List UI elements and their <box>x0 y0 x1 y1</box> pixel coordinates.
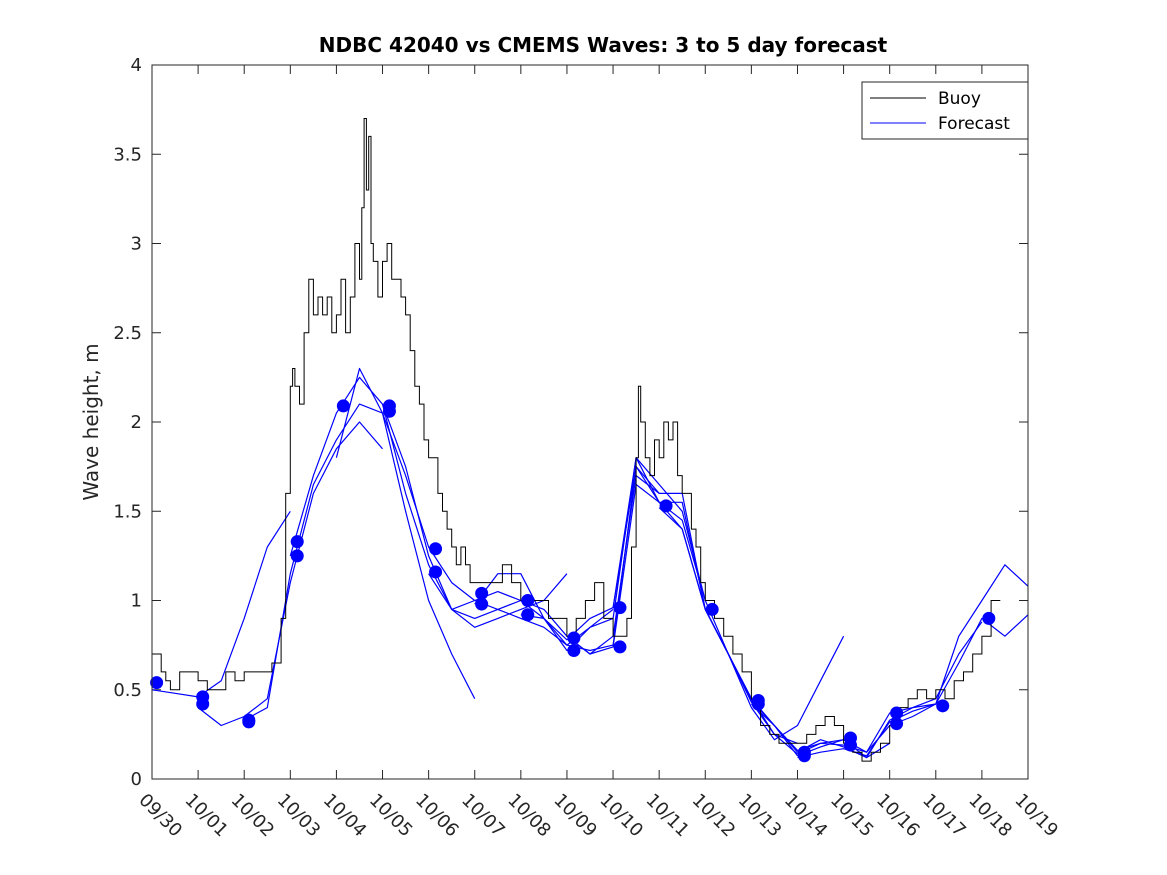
forecast-line <box>197 421 383 727</box>
y-tick-label: 3 <box>131 234 142 255</box>
forecast-markers <box>150 399 996 763</box>
forecast-line <box>151 510 291 698</box>
y-axis-label: Wave height, m <box>79 343 103 500</box>
forecast-marker <box>475 586 489 600</box>
y-tick-label: 1.5 <box>113 501 142 522</box>
legend: Buoy Forecast <box>861 81 1029 140</box>
forecast-marker <box>751 697 765 711</box>
y-tick-label: 0.5 <box>113 680 142 701</box>
forecast-marker <box>982 611 996 625</box>
forecast-marker <box>613 640 627 654</box>
forecast-marker <box>521 594 535 607</box>
forecast-marker <box>429 565 443 579</box>
series-layer <box>151 118 1029 762</box>
forecast-marker <box>336 399 350 413</box>
forecast-line <box>797 564 1029 759</box>
forecast-marker <box>429 542 443 556</box>
plot-frame <box>151 64 1029 780</box>
y-tick-label: 2 <box>131 412 142 433</box>
y-tick-label: 3.5 <box>113 144 142 165</box>
forecast-line <box>289 376 568 628</box>
y-tick-labels: 0 0.5 1 1.5 2 2.5 3 3.5 4 <box>113 55 142 790</box>
forecast-marker <box>843 738 857 752</box>
y-tick-label: 1 <box>131 591 142 612</box>
forecast-marker <box>797 749 811 763</box>
chart-title: NDBC 42040 vs CMEMS Waves: 3 to 5 day fo… <box>319 33 888 57</box>
forecast-marker <box>890 706 904 720</box>
y-tick-label: 4 <box>131 55 142 76</box>
forecast-marker <box>705 602 719 616</box>
legend-forecast-label: Forecast <box>938 114 1010 134</box>
forecast-marker <box>290 549 304 563</box>
forecast-marker <box>890 717 904 731</box>
forecast-marker <box>150 676 164 690</box>
y-tick-label: 2.5 <box>113 323 142 344</box>
forecast-marker <box>242 715 256 729</box>
forecast-marker <box>659 499 673 513</box>
forecast-marker <box>290 535 304 549</box>
forecast-marker <box>521 608 535 622</box>
forecast-marker <box>382 404 396 418</box>
forecast-line <box>750 614 1029 759</box>
forecast-marker <box>613 601 627 615</box>
y-tick-label: 0 <box>131 769 142 790</box>
forecast-marker <box>936 699 950 713</box>
legend-box <box>861 81 1029 140</box>
forecast-marker <box>567 643 581 657</box>
buoy-line <box>152 118 1001 762</box>
legend-buoy-label: Buoy <box>938 89 981 109</box>
forecast-marker <box>567 631 581 645</box>
plot-area <box>152 65 1028 779</box>
forecast-marker <box>196 697 210 711</box>
forecast-marker <box>475 597 489 611</box>
